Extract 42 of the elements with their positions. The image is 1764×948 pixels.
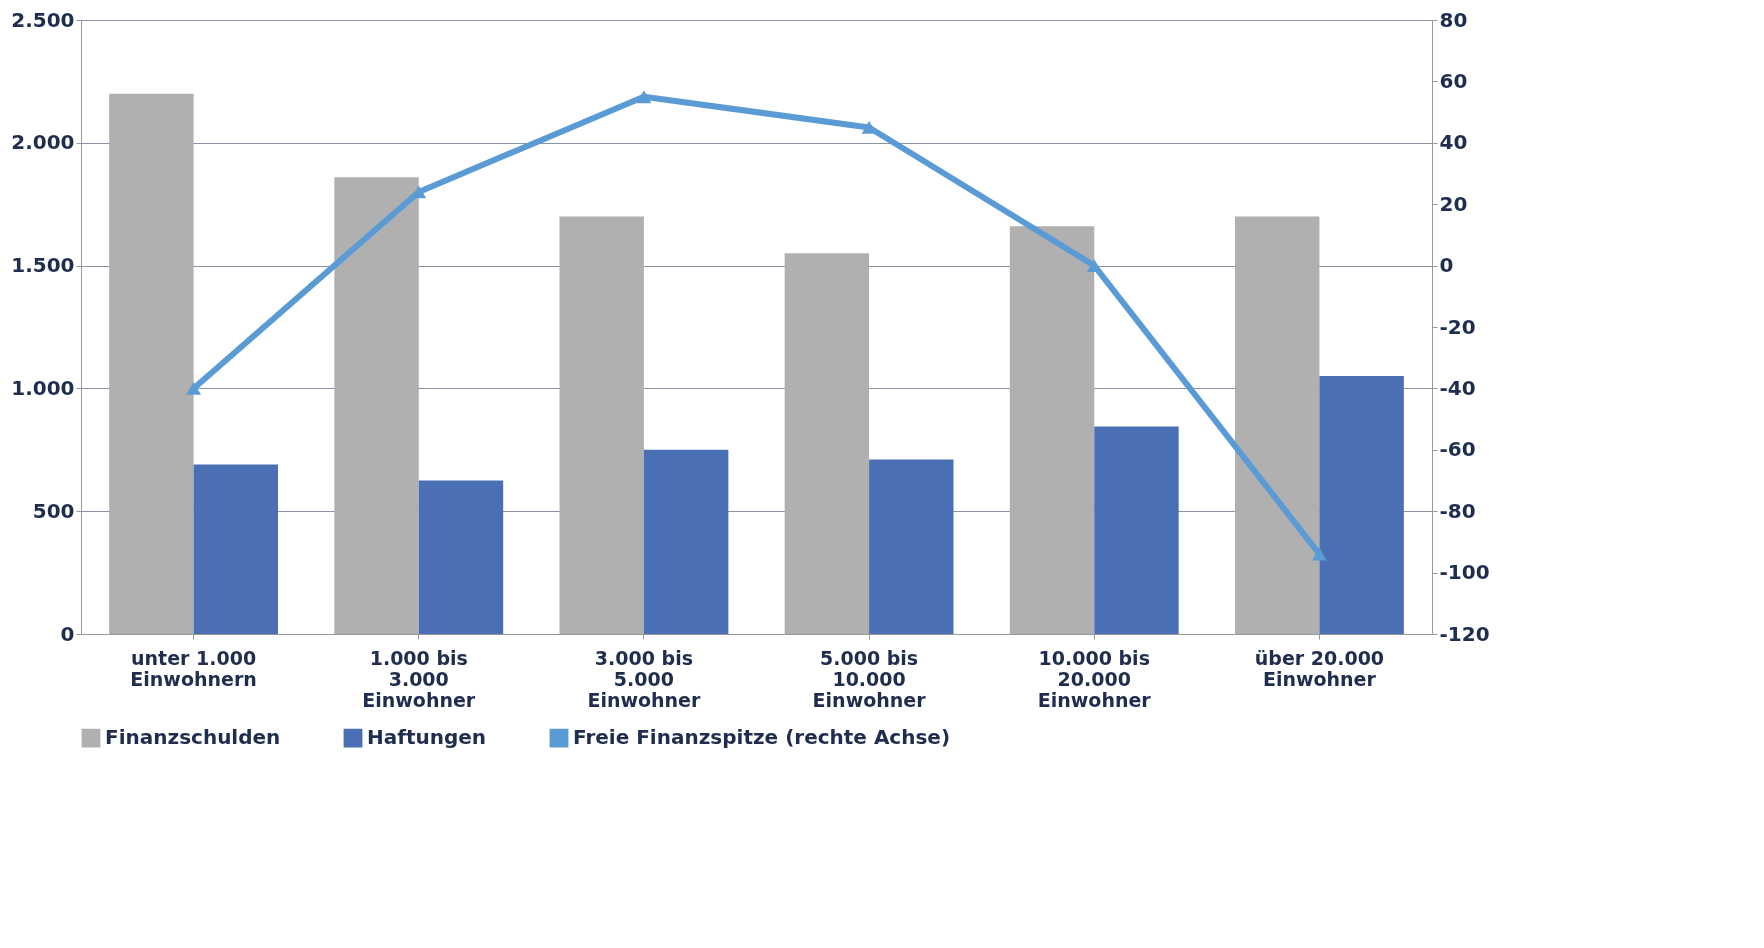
y2-tick-label: 20 (1439, 191, 1468, 216)
bar (1094, 426, 1179, 634)
y2-tick-label: 80 (1439, 7, 1468, 32)
point (636, 90, 652, 104)
y-tick-label: 0 (60, 621, 75, 646)
bar (193, 464, 279, 634)
bar (1009, 226, 1095, 634)
x-tick-label: über 20.000 Einwohner (1254, 646, 1385, 690)
y2-tick-label: -100 (1439, 560, 1490, 585)
bar (643, 449, 729, 634)
y-tick-label: 1.000 (11, 375, 75, 400)
x-tick-label: 1.000 bis 3.000 Einwohner (362, 646, 476, 711)
x-tick-label: 3.000 bis 5.000 Einwohner (587, 646, 702, 711)
bar (418, 480, 504, 634)
y-tick-label: 2.000 (11, 130, 75, 155)
y2-tick-label: 40 (1439, 130, 1468, 155)
y-tick-label: 500 (32, 498, 75, 523)
bar (869, 459, 954, 634)
legend-label: Haftungen (367, 725, 487, 750)
bar (784, 253, 870, 634)
y2-tick-label: 0 (1439, 253, 1454, 278)
point (186, 381, 201, 395)
y2-tick-label: -120 (1439, 621, 1490, 646)
point (1086, 259, 1102, 273)
x-tick-label: 10.000 bis 20.000 Einwohner (1037, 646, 1152, 711)
bar (109, 93, 194, 634)
y2-tick-label: -60 (1439, 437, 1476, 462)
y2-tick-label: 60 (1439, 68, 1468, 93)
y-tick-label: 2.500 (11, 7, 75, 32)
legend-label: Finanzschulden (105, 725, 281, 750)
point (1312, 547, 1327, 561)
bar (1234, 216, 1320, 634)
y2-tick-label: -80 (1439, 498, 1476, 523)
x-tick-label: 5.000 bis 10.000 Einwohner (812, 646, 927, 711)
bar (559, 216, 644, 634)
bar (334, 177, 419, 634)
y-tick-label: 1.500 (11, 253, 75, 278)
x-tick-label: unter 1.000 Einwohnern (130, 646, 257, 690)
y2-tick-label: -40 (1439, 375, 1476, 400)
legend-label: Freie Finanzspitze (rechte Achse) (573, 725, 951, 750)
bar (1319, 376, 1404, 634)
y2-tick-label: -20 (1439, 314, 1476, 339)
